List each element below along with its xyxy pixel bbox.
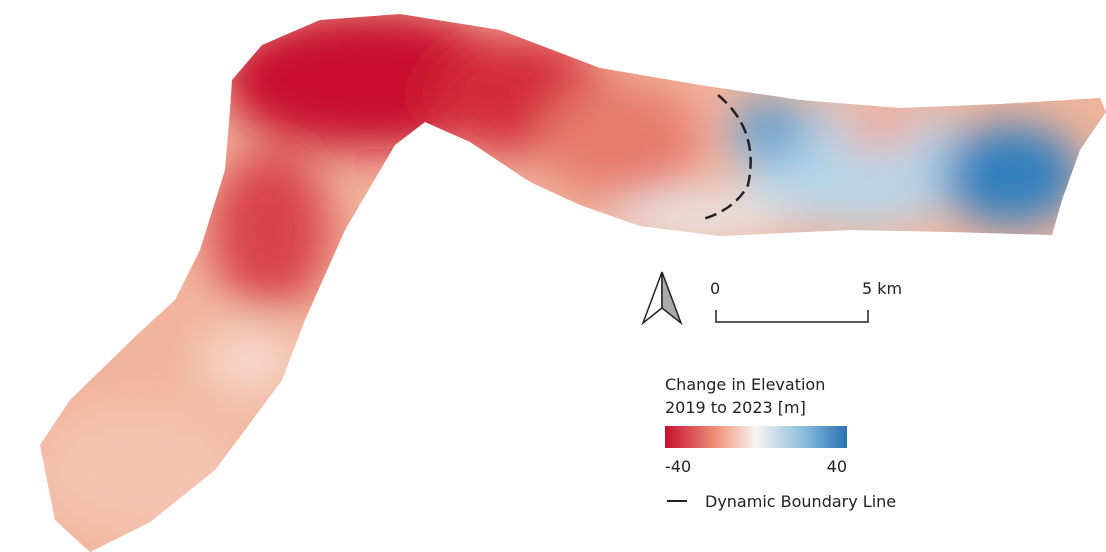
boundary-legend-label: Dynamic Boundary Line — [705, 492, 896, 511]
legend-subtitle: 2019 to 2023 [m] — [665, 398, 806, 417]
scale-bar-line — [716, 310, 868, 322]
scale-bar: 0 5 km — [710, 279, 902, 322]
north-arrow — [643, 272, 681, 323]
color-bar-max: 40 — [827, 457, 847, 476]
scale-end-label: 5 km — [862, 279, 902, 298]
scale-start-label: 0 — [710, 279, 720, 298]
legend-title: Change in Elevation — [665, 375, 825, 394]
elevation-change-raster — [0, 0, 1106, 552]
legend: Change in Elevation 2019 to 2023 [m] -40… — [665, 375, 896, 511]
color-bar-min: -40 — [665, 457, 691, 476]
map: 0 5 km Change in Elevation 2019 to 2023 … — [0, 0, 1106, 552]
color-bar — [665, 426, 847, 448]
